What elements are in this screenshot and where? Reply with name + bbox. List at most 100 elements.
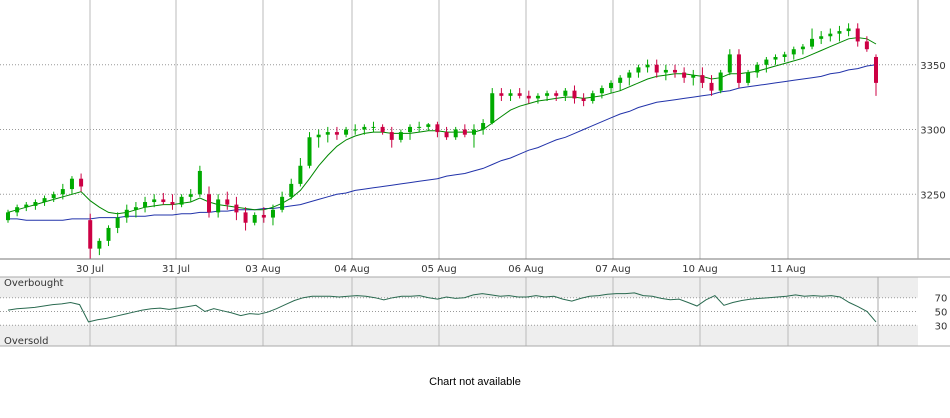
candle-body (188, 194, 193, 197)
candle-body (846, 28, 851, 32)
x-tick-label: 30 Jul (76, 264, 104, 275)
oversold-label: Oversold (4, 336, 49, 347)
candle (353, 124, 358, 135)
candle (362, 124, 367, 135)
candle-body (225, 199, 230, 205)
candle (252, 212, 257, 226)
candle-body (471, 129, 476, 135)
candle-body (517, 93, 522, 96)
indicator-y-tick-label: 30 (935, 321, 948, 332)
x-axis-labels: 30 Jul 31 Jul 03 Aug 04 Aug 05 Aug 06 Aug 07 A… (76, 264, 806, 275)
candle (380, 124, 385, 135)
candle-body (572, 90, 577, 99)
candle-body (545, 93, 550, 96)
main-chart-gridlines (0, 0, 918, 259)
candle-body (526, 95, 531, 99)
candle-body (828, 33, 833, 37)
candle (654, 59, 659, 78)
candle-body (800, 46, 805, 50)
candle (508, 89, 513, 102)
candle (188, 189, 193, 203)
candle (462, 124, 467, 138)
candle (819, 31, 824, 45)
candle-body (709, 82, 714, 91)
candle (435, 121, 440, 138)
candle-body (755, 64, 760, 73)
candle (270, 204, 275, 226)
candle (682, 67, 687, 83)
candle (663, 64, 668, 81)
candle-body (810, 38, 815, 47)
candle-body (874, 56, 878, 83)
candle-body (727, 54, 732, 73)
candle-body (782, 54, 787, 57)
candle (389, 126, 394, 148)
candle-body (627, 72, 632, 78)
short-ma-line (7, 37, 877, 215)
candle (490, 88, 495, 125)
indicator-labels: Overbought Oversold (4, 278, 64, 347)
candle-body (179, 196, 184, 205)
candle-body (499, 93, 504, 96)
candle-body (33, 202, 38, 206)
candle (545, 90, 550, 102)
candle (874, 54, 878, 96)
candle-body (563, 90, 568, 96)
candle (581, 93, 586, 107)
candle (764, 56, 769, 73)
candle (298, 157, 303, 187)
candle (170, 194, 175, 210)
candle-body (69, 178, 74, 190)
candle (755, 62, 760, 78)
candle-body (143, 202, 148, 208)
candle (42, 195, 47, 206)
candle-body (152, 199, 157, 203)
candle-body (334, 132, 339, 135)
candle-body (398, 132, 403, 140)
oversold-band (0, 325, 918, 346)
candle-body (672, 69, 677, 73)
candle (225, 191, 230, 210)
long-ma-line (8, 64, 877, 221)
candle-body (462, 129, 467, 135)
candle (563, 88, 568, 102)
candle-body (289, 183, 294, 197)
candle (791, 46, 796, 60)
candle-body (124, 209, 129, 218)
candle-body (453, 129, 458, 138)
y-tick-label: 3350 (920, 61, 945, 72)
candle (115, 212, 120, 234)
candle (207, 186, 212, 218)
candle-body (618, 77, 623, 83)
candle (426, 123, 431, 131)
candle (152, 194, 157, 208)
candle (51, 191, 56, 203)
candle (15, 204, 20, 217)
candle (408, 124, 413, 140)
candle-body (444, 132, 449, 138)
candle (727, 49, 732, 76)
candle (526, 90, 531, 104)
candle-body (97, 240, 102, 249)
candle-body (535, 95, 540, 99)
indicator-y-tick-label: 50 (935, 308, 948, 319)
candle-body (746, 72, 751, 83)
candle-body (371, 126, 376, 128)
candle (216, 194, 221, 218)
candle-body (252, 214, 257, 223)
candle-body (42, 198, 47, 203)
candle-body (837, 31, 842, 34)
candle-body (490, 93, 495, 124)
candle (609, 80, 614, 94)
candle-body (88, 220, 93, 249)
candle-body (353, 129, 358, 131)
candle-body (161, 199, 166, 203)
indicator-line-series (7, 292, 877, 323)
candle (143, 196, 148, 213)
overbought-band (0, 277, 918, 298)
candle (828, 28, 833, 42)
x-tick-label: 31 Jul (162, 264, 190, 275)
candle-body (700, 75, 705, 83)
candle (280, 191, 285, 213)
candle (79, 173, 84, 192)
